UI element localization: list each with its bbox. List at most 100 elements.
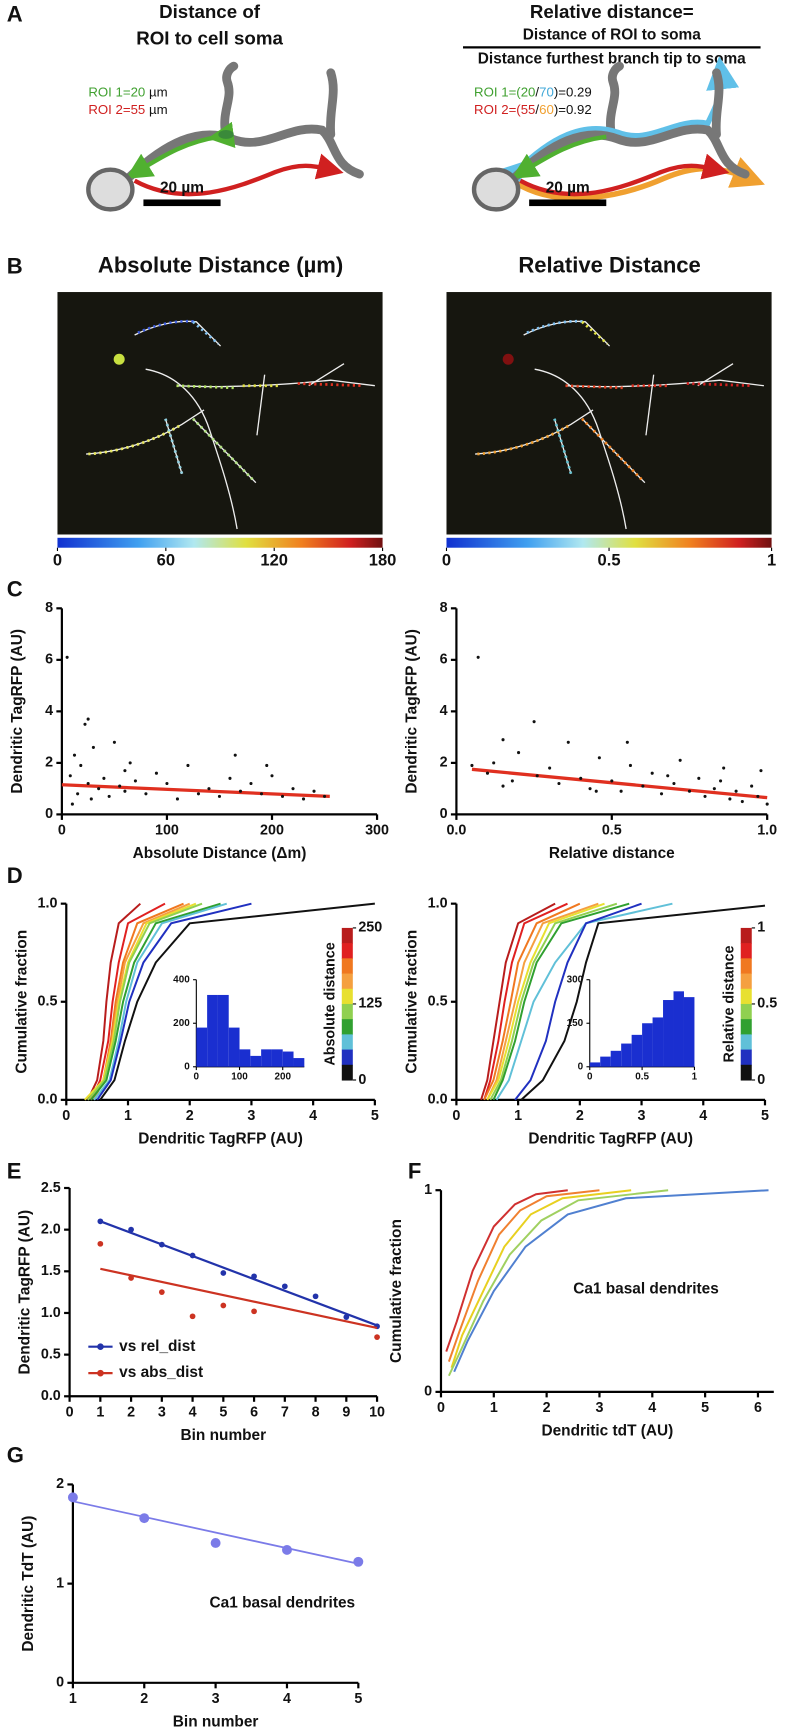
- colorbar-block: [740, 973, 752, 990]
- cdf-line: [520, 904, 766, 1101]
- panel-label: E: [7, 1158, 22, 1183]
- y-tick-label: 300: [567, 974, 584, 985]
- point: [765, 802, 769, 806]
- colorbar-block: [740, 1064, 752, 1081]
- colorbar-tick-label: 0.5: [598, 550, 621, 569]
- y-axis-label: Cumulative fraction: [13, 930, 30, 1074]
- point: [186, 763, 190, 768]
- point: [123, 769, 127, 773]
- x-tick-label: 10: [369, 1405, 385, 1421]
- point: [228, 776, 232, 780]
- cdf-line: [445, 1189, 568, 1352]
- point: [175, 797, 179, 801]
- point: [154, 771, 158, 775]
- colorbar-block: [341, 1064, 353, 1081]
- y-axis-label: Dendritic TagRFP (AU): [9, 629, 26, 794]
- point: [83, 722, 87, 726]
- roi-result: )=0.29: [554, 84, 592, 99]
- panel-title: ROI to cell soma: [136, 28, 283, 49]
- point: [650, 771, 654, 775]
- y-tick-label: 4: [440, 703, 448, 719]
- point: [91, 745, 95, 749]
- dots: [88, 319, 364, 482]
- colorbar-tick-label: 0.5: [757, 996, 777, 1012]
- soma: [502, 353, 514, 365]
- roi-text: ROI 1=20 µm: [88, 84, 167, 99]
- x-tick-label: 4: [283, 1691, 291, 1707]
- roi-unit: µm: [145, 102, 167, 117]
- y-tick-label: 1.0: [41, 1305, 61, 1321]
- cdf-line: [90, 902, 221, 1101]
- branch: [326, 68, 338, 139]
- y-tick-label: 8: [45, 600, 53, 616]
- colorbar-block: [341, 1034, 353, 1051]
- bar: [228, 1027, 240, 1067]
- bar: [271, 1049, 283, 1067]
- point: [97, 1240, 104, 1247]
- x-tick-label: 1: [692, 1071, 698, 1082]
- x-tick-label: 100: [155, 823, 179, 839]
- image-bg: [446, 292, 772, 535]
- point: [759, 769, 763, 773]
- cdf-line: [483, 902, 581, 1101]
- y-tick-label: 2.0: [41, 1221, 61, 1237]
- colorbar-block: [740, 988, 752, 1005]
- point: [597, 756, 601, 760]
- point: [89, 797, 93, 801]
- point: [79, 763, 83, 768]
- cdf-line: [448, 1189, 669, 1377]
- point: [625, 740, 629, 744]
- colorbar-title: Absolute distance: [323, 942, 339, 1065]
- colorbar-tick-label: 125: [358, 996, 382, 1012]
- colorbar-tick-label: 0: [757, 1072, 765, 1088]
- micrograph: [446, 292, 772, 548]
- point: [672, 781, 676, 786]
- point: [470, 763, 474, 768]
- colorbar: [446, 537, 772, 548]
- scale-bar: [143, 199, 221, 207]
- bar: [261, 1049, 272, 1067]
- roi-path: [519, 153, 730, 197]
- point: [128, 1275, 134, 1281]
- x-tick-label: 0: [587, 1071, 593, 1082]
- point: [102, 776, 106, 780]
- legend-marker: [97, 1343, 104, 1350]
- bar: [673, 991, 684, 1067]
- branch: [711, 68, 724, 139]
- fit-line: [72, 1500, 359, 1565]
- point: [139, 1513, 150, 1524]
- y-tick-label: 0: [184, 1061, 190, 1072]
- colorbar-tick-label: 1: [757, 920, 765, 936]
- y-axis-label: Cumulative fraction: [403, 930, 420, 1074]
- cdf-line: [96, 902, 252, 1101]
- colorbar-block: [341, 1003, 353, 1020]
- scale-label: 20 µm: [160, 180, 204, 197]
- point: [165, 781, 169, 786]
- x-tick-label: 1: [69, 1691, 77, 1707]
- point: [249, 781, 253, 786]
- bar: [652, 1017, 664, 1067]
- roi-path: [511, 134, 607, 179]
- point: [501, 738, 505, 742]
- bar: [610, 1050, 622, 1067]
- point: [734, 789, 738, 793]
- x-tick-label: 1: [96, 1405, 104, 1421]
- point: [687, 789, 692, 793]
- panel-label: D: [7, 863, 23, 888]
- bar: [250, 1055, 262, 1067]
- point: [270, 774, 274, 778]
- point: [220, 1302, 227, 1309]
- colorbar-block: [341, 927, 353, 944]
- x-axis-label: Bin number: [173, 1714, 259, 1728]
- y-tick-label: 0.0: [38, 1092, 58, 1108]
- cdf-line: [453, 1189, 769, 1373]
- roi-unit: µm: [145, 84, 167, 99]
- colorbar-block: [740, 943, 752, 959]
- point: [112, 740, 116, 744]
- x-tick-label: 5: [701, 1400, 709, 1416]
- x-tick-label: 2: [576, 1108, 584, 1124]
- soma: [471, 167, 521, 212]
- point: [128, 1226, 134, 1233]
- point: [144, 792, 148, 796]
- panel-label: G: [7, 1443, 24, 1468]
